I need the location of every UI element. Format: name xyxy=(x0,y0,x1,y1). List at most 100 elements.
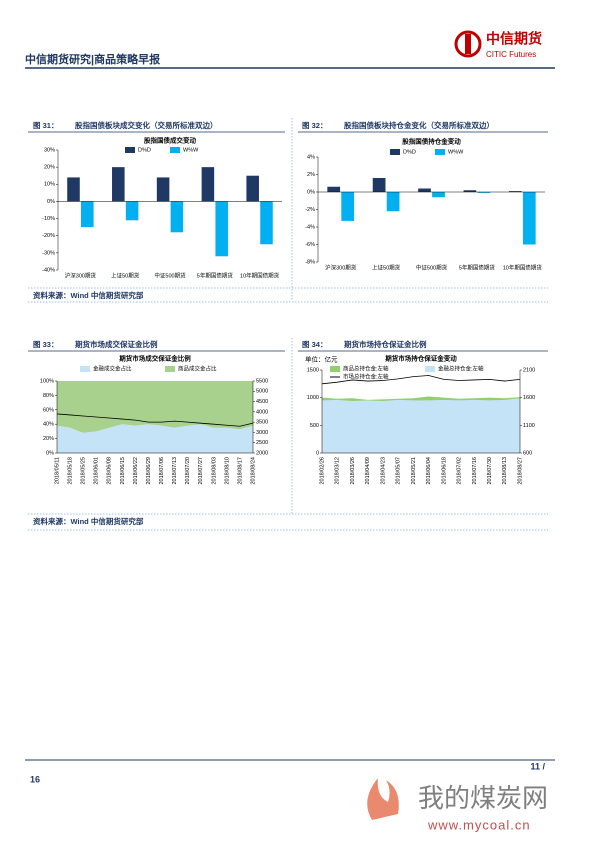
legend-label: 商品总持仓金:左轴 xyxy=(343,364,389,372)
y-tick-label: 40% xyxy=(43,422,54,428)
y-tick-label: -10% xyxy=(42,216,55,222)
x-tick-label: 2018/05/25 xyxy=(81,457,87,485)
x-tick-label: 2018/03/26 xyxy=(350,457,356,485)
bar xyxy=(341,192,355,221)
y-tick-label: 0% xyxy=(307,189,315,195)
y-tick-label: -6% xyxy=(305,242,315,248)
y-tick-label: 80% xyxy=(43,393,54,399)
x-tick-label: 2018/05/21 xyxy=(411,457,417,485)
logo-bar xyxy=(465,34,471,54)
y-tick-label: 60% xyxy=(43,407,54,413)
y2-tick-label: 2100 xyxy=(523,367,535,373)
y-tick-label: 1500 xyxy=(307,367,319,373)
y-tick-label: 2% xyxy=(307,172,315,178)
y-tick-label: 1000 xyxy=(307,395,319,401)
legend-label: 金融总持仓金:左轴 xyxy=(438,364,484,372)
x-tick-label: 2018/06/04 xyxy=(426,457,432,485)
x-tick-label: 2018/06/15 xyxy=(120,457,126,485)
y-tick-label: -40% xyxy=(42,267,55,273)
legend-swatch xyxy=(170,147,180,153)
chart-title: 股指国债持仓金变动 xyxy=(402,137,461,146)
legend-label: 金融成交金占比 xyxy=(93,364,132,372)
x-tick-label: 10年期国债期货 xyxy=(503,263,543,271)
x-tick-label: 中证500期货 xyxy=(416,263,448,271)
x-tick-label: 2018/07/02 xyxy=(457,457,463,485)
x-tick-label: 2018/07/30 xyxy=(487,457,493,485)
x-tick-label: 2018/02/26 xyxy=(319,457,325,485)
x-tick-label: 2018/07/27 xyxy=(198,457,204,485)
y2-tick-label: 1600 xyxy=(523,395,535,401)
bar xyxy=(112,167,125,202)
x-tick-label: 2018/06/18 xyxy=(441,457,447,485)
bar xyxy=(170,201,184,233)
figure-label: 图 33： xyxy=(33,340,58,349)
x-tick-label: 2018/05/11 xyxy=(54,457,60,484)
chart-title: 期货市场成交保证金比例 xyxy=(119,354,191,363)
bar xyxy=(418,188,431,192)
x-tick-label: 2018/07/20 xyxy=(185,457,191,485)
area xyxy=(57,381,253,433)
legend-label: D%D xyxy=(403,149,416,155)
y-tick-label: 0% xyxy=(46,450,54,456)
watermark-flame xyxy=(367,778,399,820)
x-tick-label: 沪深300期货 xyxy=(325,263,357,271)
y2-tick-label: 3500 xyxy=(256,420,268,426)
bar xyxy=(508,191,522,192)
y-tick-label: -20% xyxy=(42,233,55,239)
figure-caption: 期货市场成交保证金比例 xyxy=(75,339,158,349)
y2-tick-label: 2500 xyxy=(256,440,268,446)
y2-tick-label: 5500 xyxy=(256,378,268,384)
y-tick-label: 100% xyxy=(40,378,54,384)
unit-label: 单位：亿元 xyxy=(305,355,338,364)
x-tick-label: 2018/07/16 xyxy=(472,457,478,485)
x-tick-label: 2018/07/13 xyxy=(172,457,178,485)
y2-tick-label: 600 xyxy=(523,450,532,456)
logo-ring xyxy=(454,30,482,58)
page-right: 11 / xyxy=(530,761,545,771)
area xyxy=(322,398,520,453)
header-title: 中信期货研究|商品策略早报 xyxy=(25,52,161,66)
y-tick-label: 0% xyxy=(47,199,55,205)
line xyxy=(321,375,521,385)
x-tick-label: 2018/05/07 xyxy=(396,457,402,485)
figure-label: 图 34： xyxy=(302,340,327,349)
x-tick-label: 上证50期货 xyxy=(372,263,401,271)
x-tick-label: 中证500期货 xyxy=(154,271,186,279)
legend-label: W%W xyxy=(448,149,464,155)
source: 资料来源：Wind 中信期货研究部 xyxy=(33,516,144,526)
y-tick-label: 10% xyxy=(44,182,55,188)
y-tick-label: -8% xyxy=(305,259,315,265)
x-tick-label: 2018/06/08 xyxy=(107,457,113,485)
y-tick-label: 20% xyxy=(43,436,54,442)
x-tick-label: 2018/08/17 xyxy=(237,457,243,485)
legend-label: 商品成交金占比 xyxy=(178,364,217,372)
watermark-name: 我的煤炭网 xyxy=(418,783,548,813)
bar xyxy=(463,190,477,192)
logo-name: 中信期货 xyxy=(486,31,542,47)
chart-title: 期货市场持仓保证金变动 xyxy=(385,354,457,363)
bar xyxy=(477,192,491,193)
y2-tick-label: 4000 xyxy=(256,409,268,415)
bar xyxy=(81,201,94,228)
bar xyxy=(522,192,536,245)
figure-caption: 股指国债板块成交变化（交易所标准双边） xyxy=(75,120,218,130)
bar xyxy=(67,177,80,202)
y-tick-label: -30% xyxy=(42,250,55,256)
x-tick-label: 2018/08/13 xyxy=(502,457,508,485)
y-tick-label: 20% xyxy=(44,165,55,171)
y2-tick-label: 2000 xyxy=(256,450,268,456)
x-tick-label: 5年期国债期货 xyxy=(197,271,234,279)
x-tick-label: 2018/05/18 xyxy=(68,457,74,485)
legend-swatch xyxy=(425,366,435,372)
x-tick-label: 上证50期货 xyxy=(111,271,140,279)
chart-title: 股指国债成交变动 xyxy=(144,136,197,145)
y-tick-label: 4% xyxy=(307,154,315,160)
bar xyxy=(327,186,341,192)
legend-swatch xyxy=(390,149,400,155)
bar xyxy=(372,178,386,192)
x-tick-label: 2018/06/22 xyxy=(133,457,139,485)
bar xyxy=(125,201,139,221)
x-tick-label: 10年期国债期货 xyxy=(240,271,280,279)
x-tick-label: 2018/08/10 xyxy=(224,457,230,485)
